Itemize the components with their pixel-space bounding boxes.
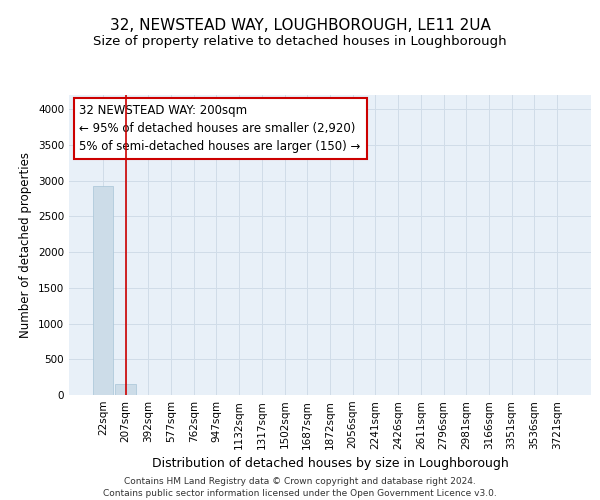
X-axis label: Distribution of detached houses by size in Loughborough: Distribution of detached houses by size … [152,457,508,470]
Text: Contains HM Land Registry data © Crown copyright and database right 2024.
Contai: Contains HM Land Registry data © Crown c… [103,476,497,498]
Text: 32 NEWSTEAD WAY: 200sqm
← 95% of detached houses are smaller (2,920)
5% of semi-: 32 NEWSTEAD WAY: 200sqm ← 95% of detache… [79,104,361,153]
Text: 32, NEWSTEAD WAY, LOUGHBOROUGH, LE11 2UA: 32, NEWSTEAD WAY, LOUGHBOROUGH, LE11 2UA [110,18,490,32]
Text: Size of property relative to detached houses in Loughborough: Size of property relative to detached ho… [93,35,507,48]
Bar [115,384,136,395]
Bar [93,186,113,395]
Y-axis label: Number of detached properties: Number of detached properties [19,152,32,338]
